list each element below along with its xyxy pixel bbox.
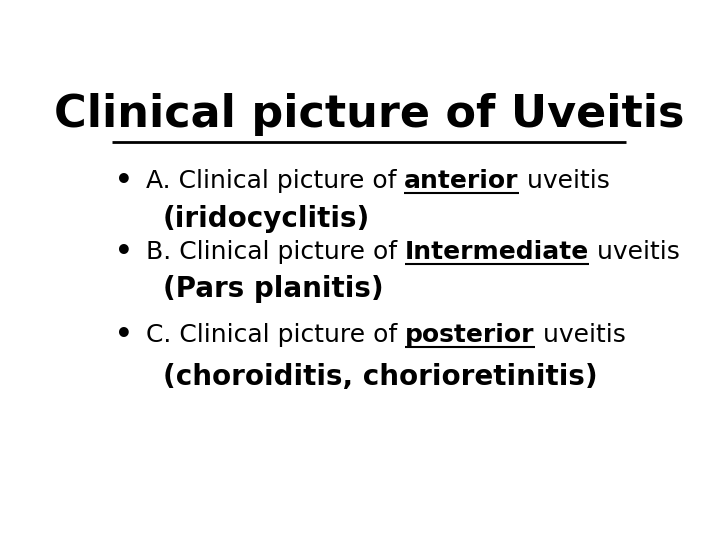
Text: Clinical picture of Uveitis: Clinical picture of Uveitis [54,93,684,136]
Text: (choroiditis, chorioretinitis): (choroiditis, chorioretinitis) [163,363,597,390]
Text: uveitis: uveitis [589,240,680,264]
Text: C. Clinical picture of: C. Clinical picture of [145,323,405,347]
Text: (Pars planitis): (Pars planitis) [163,275,383,303]
Text: uveitis: uveitis [534,323,626,347]
Text: •: • [114,238,132,266]
Text: Intermediate: Intermediate [405,240,589,264]
Text: •: • [114,167,132,195]
Text: posterior: posterior [405,323,534,347]
Text: B. Clinical picture of: B. Clinical picture of [145,240,405,264]
Text: uveitis: uveitis [519,169,610,193]
Text: •: • [114,321,132,349]
Text: anterior: anterior [405,169,519,193]
Text: A. Clinical picture of: A. Clinical picture of [145,169,405,193]
Text: (iridocyclitis): (iridocyclitis) [163,205,370,233]
